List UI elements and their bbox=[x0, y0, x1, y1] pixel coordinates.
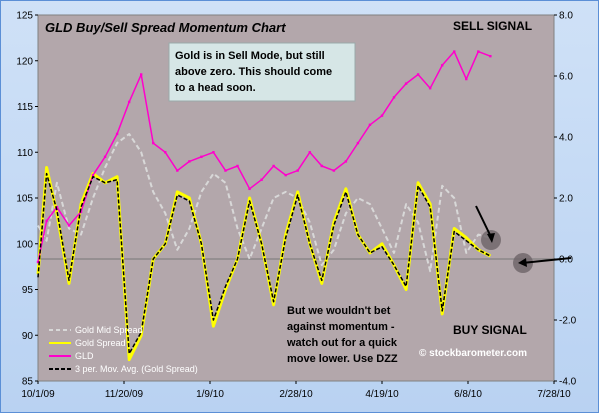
left-tick-label: 110 bbox=[17, 148, 33, 159]
left-tick-label: 115 bbox=[17, 102, 33, 113]
legend-label-2: GLD bbox=[75, 351, 94, 361]
arrow-down-head bbox=[487, 233, 495, 243]
gld-point bbox=[380, 114, 384, 117]
note-bottom-line-3: watch out for a quick bbox=[286, 337, 398, 349]
gld-point bbox=[489, 54, 492, 58]
left-tick-label: 85 bbox=[22, 377, 34, 388]
gld-point bbox=[392, 96, 396, 99]
series-line-3 bbox=[37, 172, 491, 355]
gld-point bbox=[91, 173, 95, 177]
x-tick-label: 7/28/10 bbox=[537, 389, 571, 400]
gld-point bbox=[356, 141, 360, 145]
left-tick-label: 100 bbox=[16, 239, 33, 250]
pointer-arrows bbox=[475, 205, 572, 273]
gld-point bbox=[368, 123, 372, 126]
gld-point bbox=[236, 164, 239, 168]
gld-point bbox=[404, 82, 408, 85]
arrow-left-line bbox=[521, 257, 572, 264]
note-top-line-3: to a head soon. bbox=[175, 82, 256, 94]
left-tick-label: 105 bbox=[16, 194, 33, 205]
gld-point bbox=[224, 169, 227, 172]
x-tick-label: 2/28/10 bbox=[279, 389, 313, 400]
legend-label-0: Gold Mid Spread bbox=[75, 325, 143, 335]
gld-point bbox=[320, 164, 323, 168]
right-tick-label: 8.0 bbox=[559, 11, 573, 22]
gld-point bbox=[188, 160, 191, 163]
gld-point bbox=[45, 219, 48, 223]
gld-point bbox=[152, 141, 155, 145]
buy-signal-label: BUY SIGNAL bbox=[453, 323, 527, 337]
right-tick-label: -4.0 bbox=[559, 377, 577, 388]
left-tick-label: 125 bbox=[16, 11, 33, 22]
left-tick-label: 95 bbox=[22, 285, 34, 296]
gld-point bbox=[441, 64, 444, 67]
gld-point bbox=[260, 178, 263, 181]
left-tick-label: 120 bbox=[16, 56, 33, 67]
x-tick-label: 6/8/10 bbox=[454, 389, 482, 400]
gld-point bbox=[200, 155, 203, 159]
right-tick-label: 4.0 bbox=[559, 133, 573, 144]
x-tick-label: 1/9/10 bbox=[196, 389, 224, 400]
sell-signal-label: SELL SIGNAL bbox=[453, 19, 532, 33]
note-bottom-line-2: against momentum - bbox=[287, 321, 395, 333]
right-tick-label: 0.0 bbox=[559, 255, 573, 266]
gld-point bbox=[453, 50, 456, 53]
x-tick-label: 10/1/09 bbox=[21, 389, 55, 400]
gld-point bbox=[308, 151, 311, 154]
note-top-box: Gold is in Sell Mode, but still above ze… bbox=[168, 42, 356, 102]
gld-point bbox=[344, 160, 348, 163]
legend-label-3: 3 per. Mov. Avg. (Gold Spread) bbox=[75, 364, 198, 374]
note-bottom-text: But we wouldn't bet against momentum - w… bbox=[286, 305, 398, 365]
watermark: © stockbarometer.com bbox=[419, 348, 527, 359]
gld-point bbox=[284, 173, 287, 177]
gld-point bbox=[428, 87, 432, 90]
arrow-down-line bbox=[475, 205, 493, 240]
note-top-line-1: Gold is in Sell Mode, but still bbox=[175, 50, 325, 62]
gld-point bbox=[477, 50, 480, 53]
gld-point bbox=[465, 77, 468, 81]
gld-point bbox=[248, 187, 251, 191]
gld-point bbox=[67, 224, 71, 227]
gld-point bbox=[212, 151, 215, 154]
gld-point bbox=[55, 205, 59, 209]
gld-point bbox=[296, 169, 299, 172]
gld-point bbox=[164, 151, 167, 154]
right-tick-label: -2.0 bbox=[559, 316, 577, 327]
gld-point bbox=[36, 260, 40, 264]
left-tick-label: 90 bbox=[22, 331, 34, 342]
right-tick-label: 2.0 bbox=[559, 194, 573, 205]
gld-point bbox=[272, 164, 275, 168]
gld-point bbox=[127, 100, 131, 104]
gld-point bbox=[332, 169, 336, 172]
gld-point bbox=[416, 73, 420, 76]
note-bottom-line-4: move lower. Use DZZ bbox=[287, 353, 398, 365]
x-tick-label: 11/20/09 bbox=[105, 389, 144, 400]
gld-point bbox=[140, 73, 143, 76]
gld-point bbox=[176, 169, 179, 172]
note-bottom-line-1: But we wouldn't bet bbox=[287, 305, 391, 317]
right-tick-label: 6.0 bbox=[559, 72, 573, 83]
chart-title: GLD Buy/Sell Spread Momentum Chart bbox=[45, 20, 286, 35]
gld-point bbox=[115, 132, 119, 136]
legend-label-1: Gold Spread bbox=[75, 338, 126, 348]
gld-point bbox=[103, 155, 107, 159]
legend: Gold Mid Spread Gold Spread GLD 3 per. M… bbox=[49, 325, 198, 374]
arrow-left-head bbox=[518, 258, 527, 267]
note-top-line-2: above zero. This should come bbox=[175, 66, 332, 78]
x-tick-label: 4/19/10 bbox=[365, 389, 399, 400]
